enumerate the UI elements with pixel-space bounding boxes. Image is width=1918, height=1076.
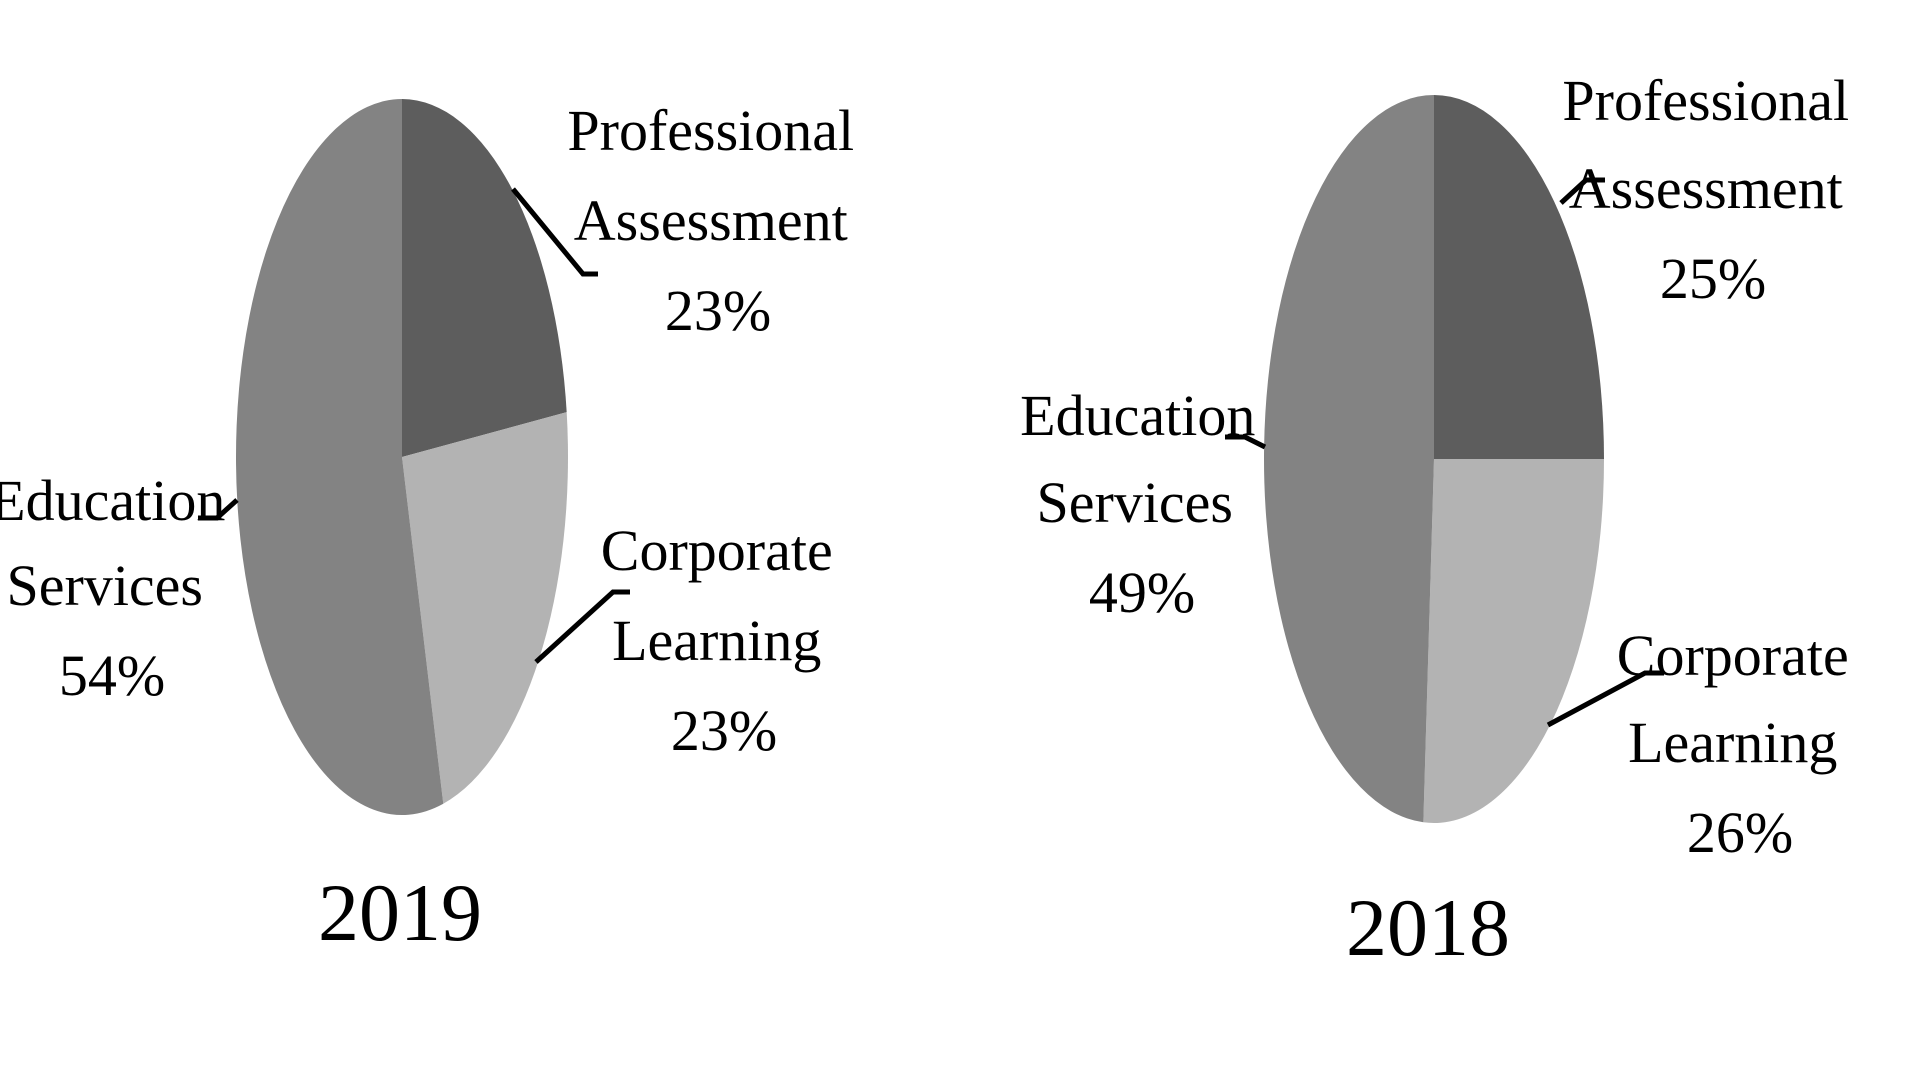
- percent-label: 25%: [1660, 246, 1766, 311]
- label-line: Assessment: [574, 188, 848, 253]
- pie-slice-corporate-learning-2018: [1423, 459, 1604, 824]
- percent-label: 54%: [59, 643, 165, 708]
- percent-label: 26%: [1687, 800, 1793, 865]
- leader-line-corporate-learning-2018: [1546, 670, 1664, 728]
- label-line: Corporate: [1617, 623, 1849, 688]
- leader-line-professional-assessment-2019: [511, 187, 598, 277]
- pie-slices-2018: [1263, 95, 1604, 824]
- percent-label: 49%: [1089, 560, 1195, 625]
- leader-line-education-services-2018: [1225, 434, 1267, 450]
- label-line: Corporate: [601, 518, 833, 583]
- label-professional-assessment-2018: Professional Assessment 25%: [1562, 68, 1863, 311]
- label-education-services-2018: Education Services 49%: [1020, 383, 1270, 625]
- pie-chart-2019: Professional Assessment 23% Corporate Le…: [0, 98, 868, 958]
- chart-title-2018: 2018: [1346, 882, 1510, 973]
- pie-slice-professional-assessment-2018: [1434, 95, 1604, 459]
- label-line: Education: [1020, 383, 1255, 448]
- leader-line-corporate-learning-2019: [534, 589, 630, 664]
- leader-line-professional-assessment-2018: [1559, 177, 1605, 205]
- pie-slice-corporate-learning-2019: [402, 412, 568, 804]
- label-line: Professional: [567, 98, 854, 163]
- pie-slice-education-services-2019: [235, 99, 444, 815]
- percent-label: 23%: [671, 698, 777, 763]
- label-line: Professional: [1562, 68, 1849, 133]
- percent-label: 23%: [665, 278, 771, 343]
- pie-chart-2018: Professional Assessment 25% Corporate Le…: [1020, 68, 1863, 973]
- label-corporate-learning-2018: Corporate Learning 26%: [1617, 623, 1863, 865]
- label-line: Education: [0, 468, 225, 533]
- label-professional-assessment-2019: Professional Assessment 23%: [567, 98, 868, 343]
- pie-slice-professional-assessment-2019: [402, 99, 567, 457]
- chart-title-2019: 2019: [318, 867, 482, 958]
- pie-slice-education-services-2018: [1263, 95, 1434, 823]
- pie-slices-2019: [235, 99, 568, 815]
- label-education-services-2019: Education Services 54%: [0, 468, 240, 708]
- label-corporate-learning-2019: Corporate Learning 23%: [601, 518, 847, 763]
- label-line: Services: [1037, 470, 1234, 535]
- label-line: Assessment: [1569, 156, 1843, 221]
- label-line: Services: [7, 553, 204, 618]
- label-line: Learning: [612, 608, 821, 673]
- leader-line-education-services-2019: [198, 498, 239, 521]
- label-line: Learning: [1628, 710, 1837, 775]
